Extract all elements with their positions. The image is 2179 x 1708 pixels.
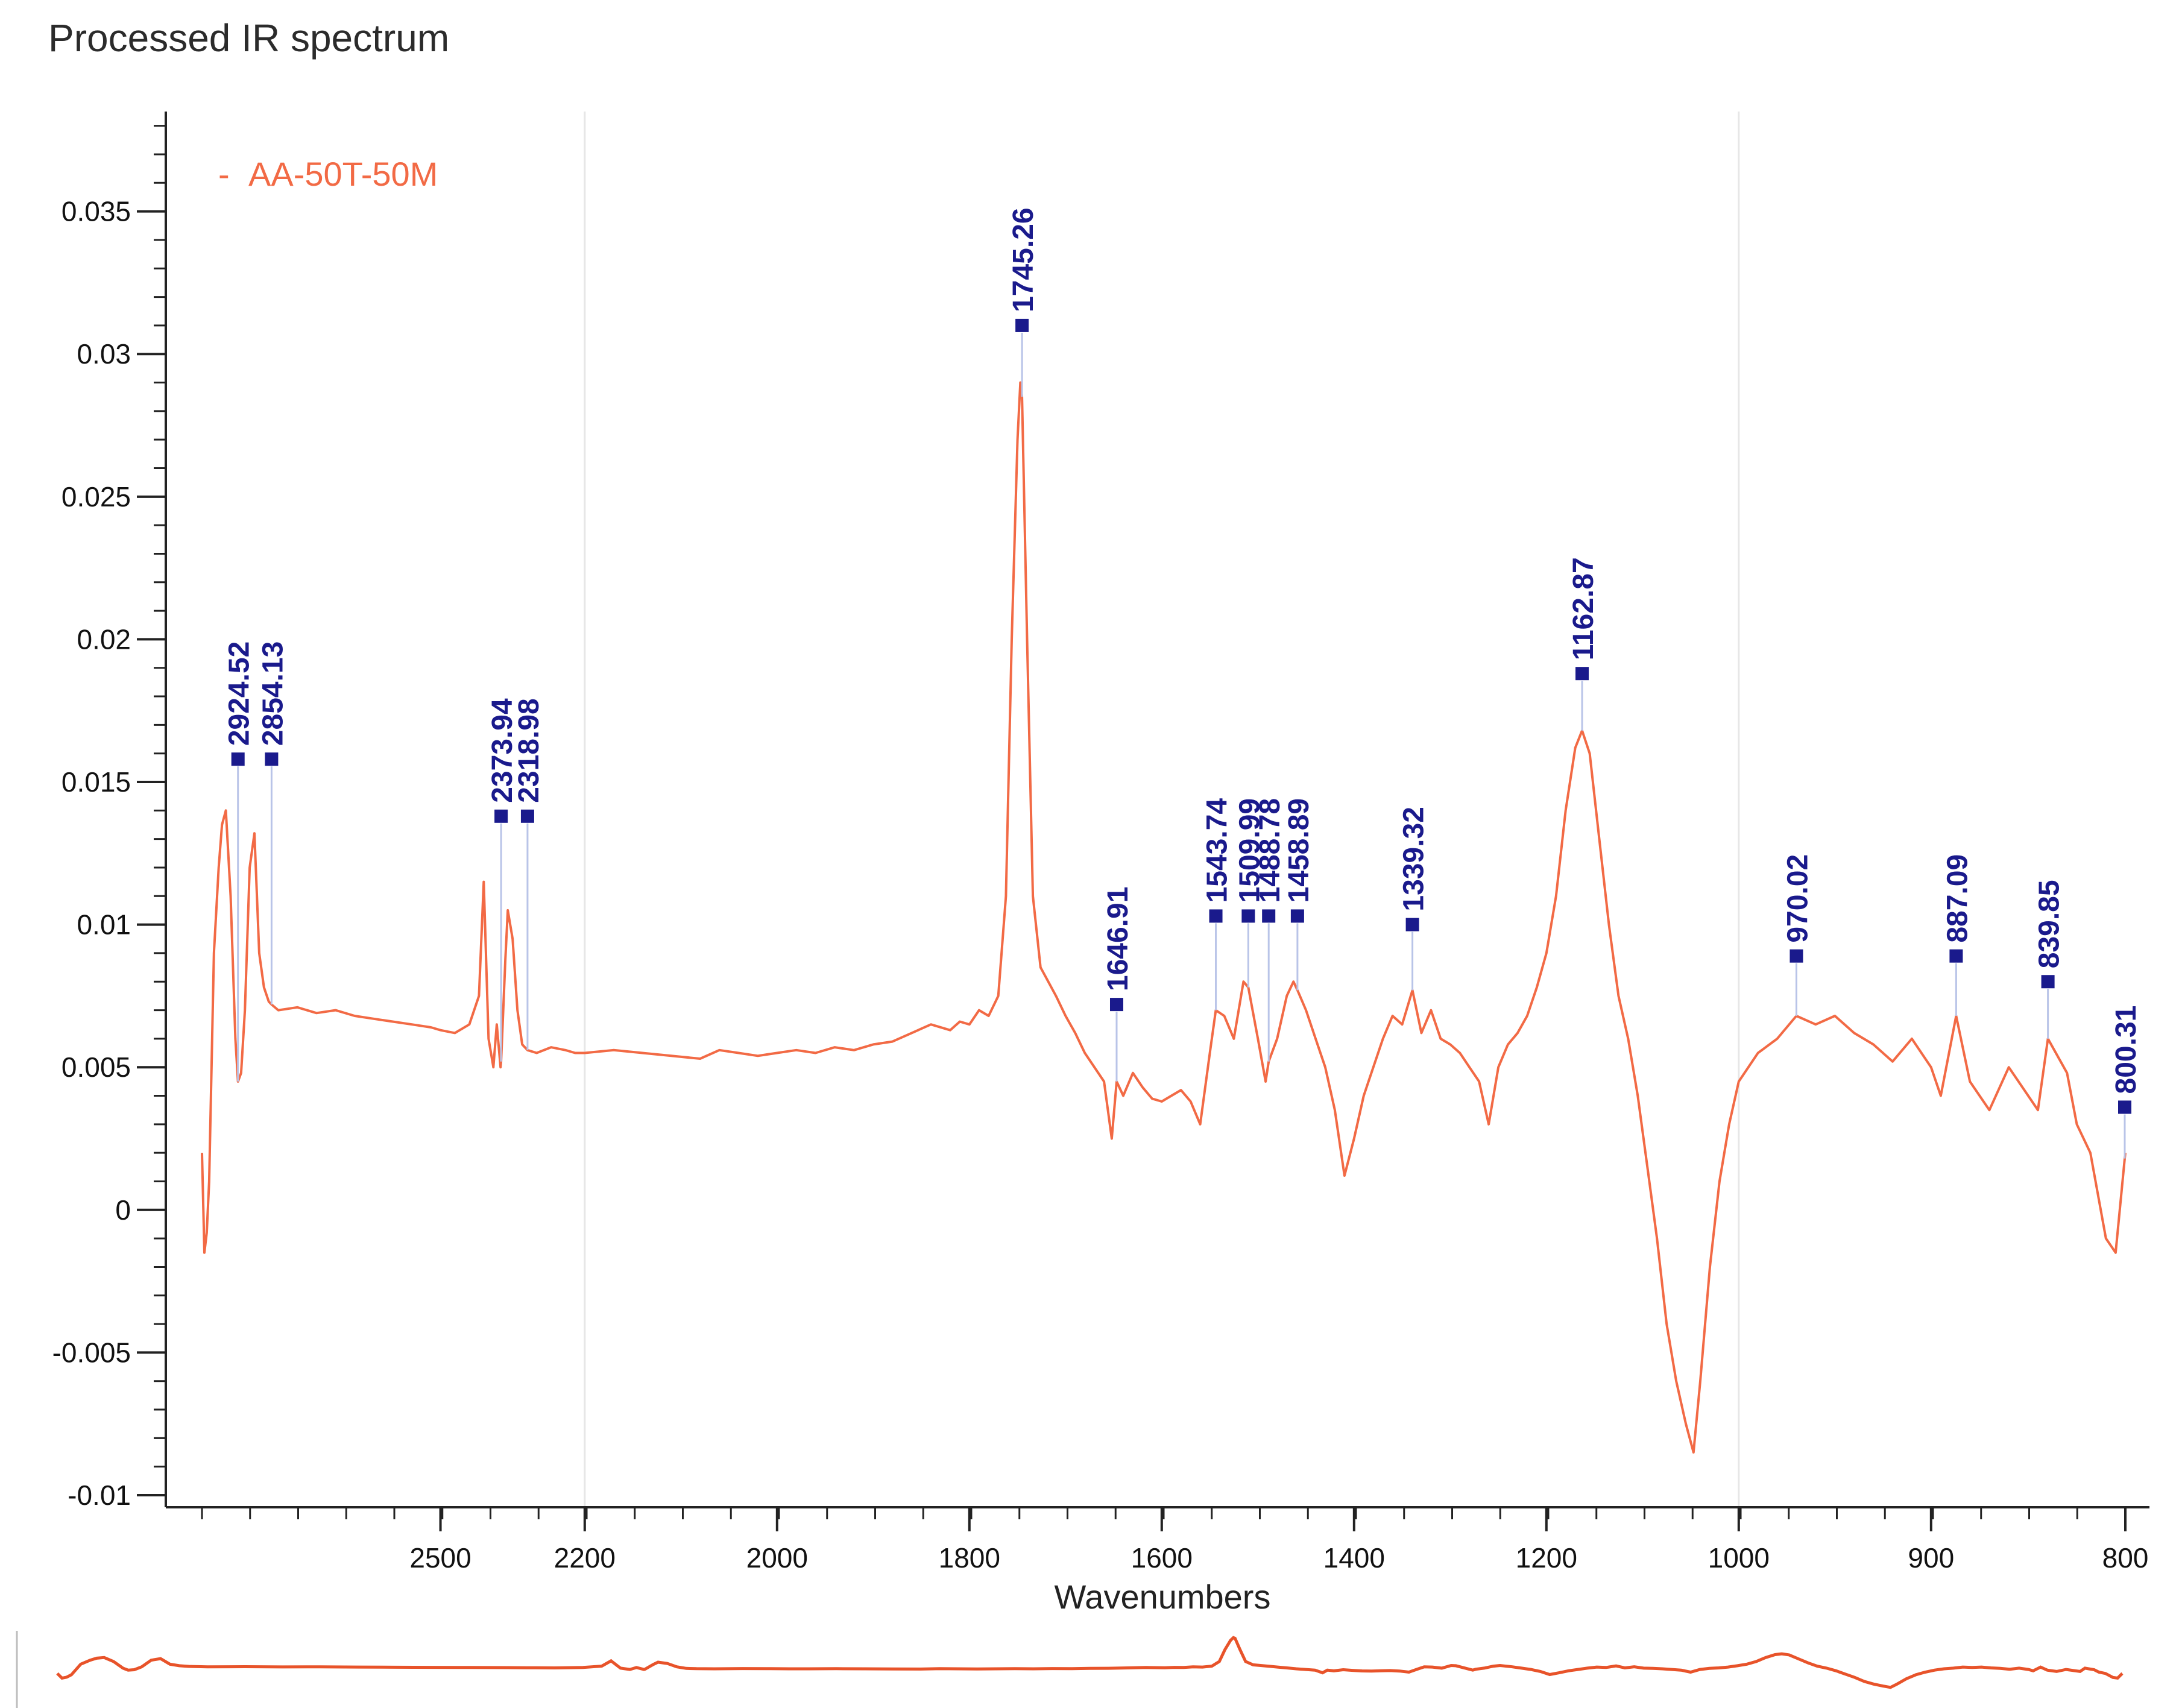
x-tick-label: 1000 <box>1708 1542 1770 1574</box>
x-tick-label: 1600 <box>1131 1542 1193 1574</box>
peak-label: 1646.91 <box>1102 887 1134 992</box>
peak-label: 1543.74 <box>1202 798 1234 903</box>
y-tick-label: 0.03 <box>77 338 131 370</box>
x-axis-title: Wavenumbers <box>1055 1578 1271 1616</box>
peak-marker <box>1262 909 1276 923</box>
x-tick-label: 1400 <box>1323 1542 1385 1574</box>
x-tick-label: 2200 <box>554 1542 616 1574</box>
x-tick-label: 2000 <box>746 1542 808 1574</box>
overview-strip <box>16 1631 2124 1708</box>
peak-label: 970.02 <box>1782 854 1814 943</box>
y-tick-label: 0.01 <box>77 909 131 941</box>
x-tick-label: 1800 <box>939 1542 1000 1574</box>
y-tick-label: -0.01 <box>68 1480 131 1511</box>
y-tick-label: 0.005 <box>61 1051 131 1083</box>
legend-label-aa-50t-50m: AA-50T-50M <box>248 155 438 193</box>
peak-label: 1162.87 <box>1568 557 1600 660</box>
peak-label: 1509.99 <box>1234 798 1266 903</box>
axes: 0.035 0.03 0.025 0.02 0.015 0.01 0.005 0 -0.005 -… <box>52 112 2149 1574</box>
peak-marker <box>494 809 508 823</box>
series-line-aa-50t-50m <box>201 381 2127 1454</box>
peak-marker <box>2041 975 2055 989</box>
peak-marker <box>1109 998 1123 1012</box>
peak-marker <box>231 752 245 766</box>
peak-label: 2854.13 <box>257 641 289 746</box>
peak-marker <box>520 809 534 823</box>
peak-label: 839.85 <box>2034 880 2066 968</box>
legend-marker: - <box>218 155 230 193</box>
series-layer <box>201 381 2127 1454</box>
peak-marker <box>1241 909 1255 923</box>
peak-label: 2373.94 <box>487 698 519 803</box>
peak-label: 1745.26 <box>1008 207 1039 312</box>
peak-marker <box>1405 918 1419 931</box>
y-tick-label: 0.025 <box>61 481 131 512</box>
peak-marker <box>265 752 279 766</box>
x-tick-label: 1200 <box>1516 1542 1577 1574</box>
grid-lines <box>584 112 1740 1507</box>
peak-marker <box>1575 667 1589 681</box>
peak-marker <box>2118 1100 2132 1114</box>
peak-label: 1339.32 <box>1398 807 1430 912</box>
y-tick-label: 0.015 <box>61 766 131 798</box>
y-tick-label: 0.02 <box>77 623 131 655</box>
peak-label: 2924.52 <box>224 641 256 746</box>
peak-marker <box>1290 909 1304 923</box>
x-tick-label: 900 <box>1908 1542 1954 1574</box>
y-tick-label: 0.035 <box>61 196 131 227</box>
peak-marker <box>1949 949 1963 963</box>
peak-label: 2318.98 <box>513 698 545 803</box>
peak-label: 1488.78 <box>1254 798 1286 903</box>
chart-title: Processed IR spectrum <box>48 16 450 60</box>
peak-marker <box>1209 909 1223 923</box>
peak-marker <box>1790 949 1803 963</box>
peak-label: 800.31 <box>2110 1006 2142 1094</box>
peak-marker <box>1015 318 1029 332</box>
legend: - AA-50T-50M <box>218 155 438 193</box>
y-tick-label: -0.005 <box>52 1337 131 1368</box>
peak-label: 1458.89 <box>1283 798 1315 903</box>
y-tick-label: 0 <box>115 1194 131 1226</box>
x-tick-label: 800 <box>2102 1542 2149 1574</box>
peak-label: 887.09 <box>1941 854 1973 943</box>
overview-series-line <box>56 1636 2124 1689</box>
x-tick-label: 2500 <box>409 1542 471 1574</box>
